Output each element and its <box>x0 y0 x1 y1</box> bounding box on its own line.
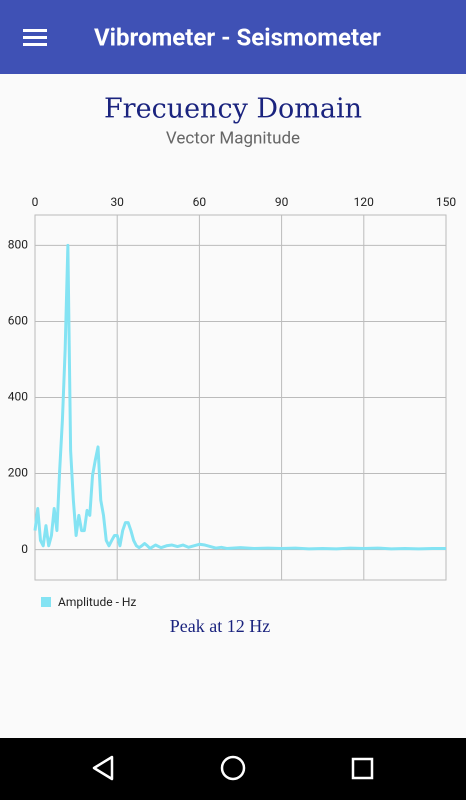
y-tick-label: 800 <box>8 238 28 252</box>
data-line <box>33 243 446 551</box>
y-tick-label: 600 <box>8 314 28 328</box>
recents-button[interactable] <box>351 757 374 780</box>
app-title: Vibrometer - Seismometer <box>94 23 381 51</box>
menu-icon <box>23 43 47 46</box>
y-tick-label: 400 <box>8 390 28 404</box>
y-tick-label: 0 <box>21 542 28 556</box>
legend-label: Amplitude - Hz <box>58 595 136 609</box>
menu-icon <box>23 36 47 39</box>
back-button[interactable] <box>92 755 114 781</box>
x-tick-label: 120 <box>354 195 374 209</box>
legend-swatch <box>41 597 51 607</box>
x-tick-label: 150 <box>436 195 456 209</box>
home-button[interactable] <box>220 755 246 781</box>
x-tick-label: 90 <box>275 195 289 209</box>
nav-bar <box>0 738 466 800</box>
menu-button[interactable] <box>23 29 47 46</box>
y-tick-label: 200 <box>8 466 28 480</box>
chart-subtitle: Vector Magnitude <box>166 128 300 148</box>
menu-icon <box>23 29 47 32</box>
x-tick-label: 0 <box>32 195 39 209</box>
x-tick-label: 60 <box>193 195 207 209</box>
app-bar <box>0 0 466 74</box>
x-tick-label: 30 <box>110 195 124 209</box>
chart-title: Frecuency Domain <box>104 94 362 125</box>
annotation: Peak at 12 Hz <box>170 616 270 636</box>
